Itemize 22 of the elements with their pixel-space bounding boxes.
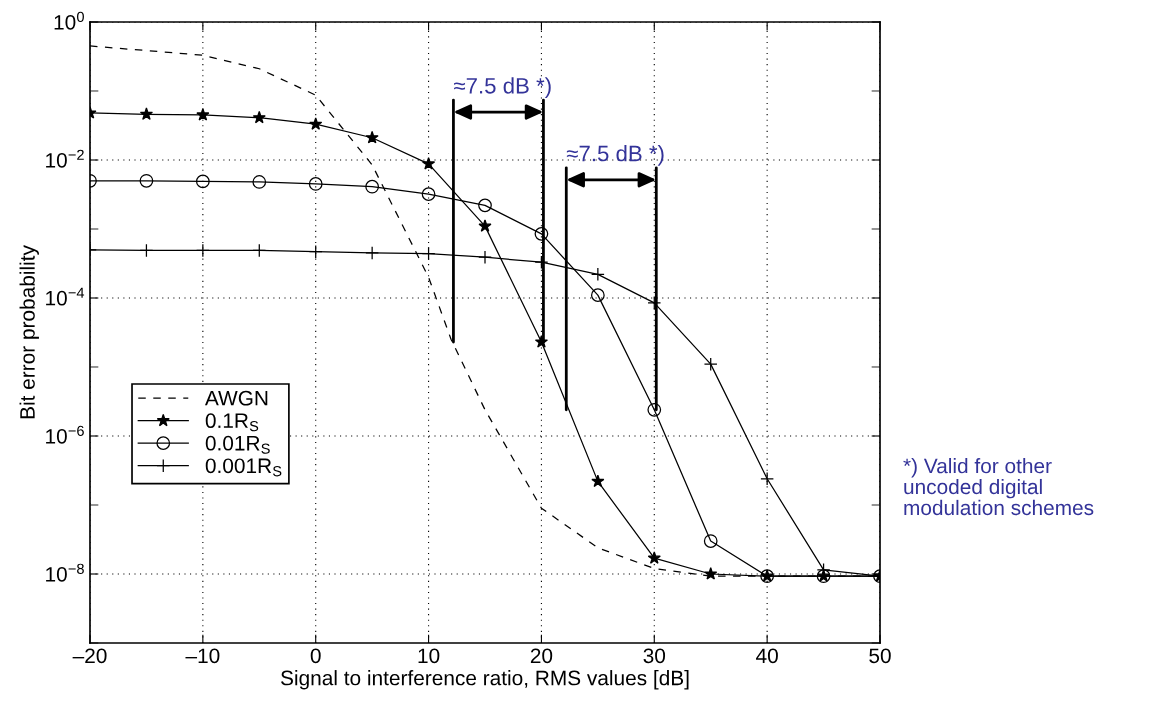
x-tick-label: 30	[643, 648, 666, 664]
legend-label: AWGN	[204, 390, 268, 406]
y-axis-title: Bit error probability	[19, 245, 39, 419]
x-axis-title: Signal to interference ratio, RMS values [dB]	[281, 670, 689, 690]
y-tick-label: 10$^{−4}$	[46, 287, 85, 306]
legend-label: 0.1R$_{S}$	[205, 413, 259, 432]
y-tick-label: 10$^{−2}$	[46, 149, 84, 168]
x-tick-label: 10	[418, 648, 440, 664]
x-tick-label: –20	[72, 648, 107, 664]
annotation: ≈7.5 dB *)	[566, 145, 664, 166]
x-tick-label: 40	[756, 648, 778, 664]
y-tick-label: 10$^{−6}$	[46, 425, 84, 444]
y-tick-label: 10$^{0}$	[54, 11, 84, 30]
legend-label: 0.01R$_{S}$	[205, 435, 270, 454]
x-tick-label: 50	[869, 648, 891, 664]
legend-label: 0.001R$_{S}$	[205, 458, 282, 477]
x-tick-label: 0	[310, 648, 321, 664]
x-tick-label: 20	[530, 648, 553, 664]
text: *) Valid for other uncoded digital modulation schemes	[903, 458, 1094, 516]
annotation: ≈7.5 dB *)	[454, 77, 551, 99]
y-tick-label: 10$^{−8}$	[46, 563, 84, 582]
x-tick-label: –10	[185, 648, 220, 664]
